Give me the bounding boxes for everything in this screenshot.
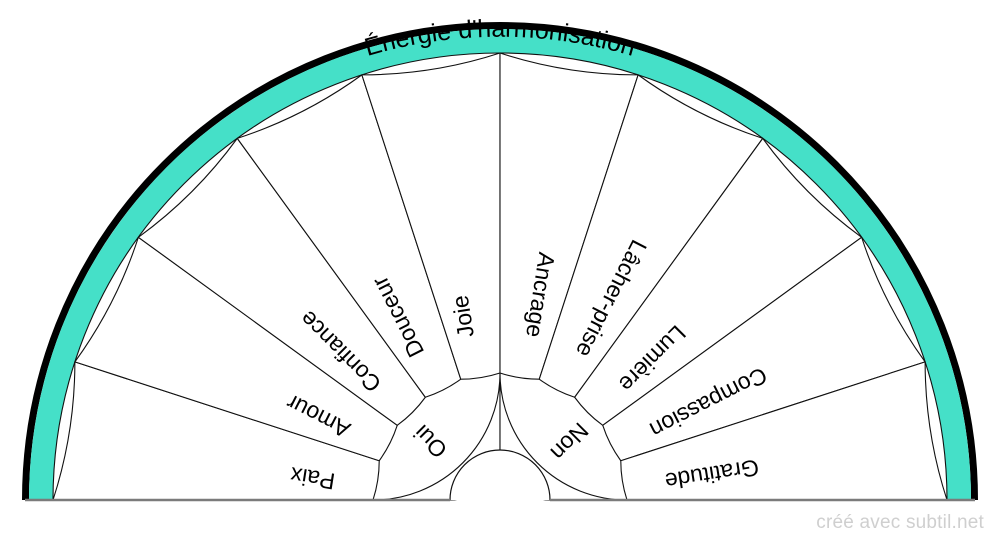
center-hub: [449, 449, 551, 501]
credit-text: créé avec subtil.net: [816, 512, 984, 533]
inner-sector-label-oui: Oui: [408, 420, 452, 464]
outer-ring-border: [22, 22, 978, 501]
inner-sector-label-non: Non: [546, 418, 594, 466]
